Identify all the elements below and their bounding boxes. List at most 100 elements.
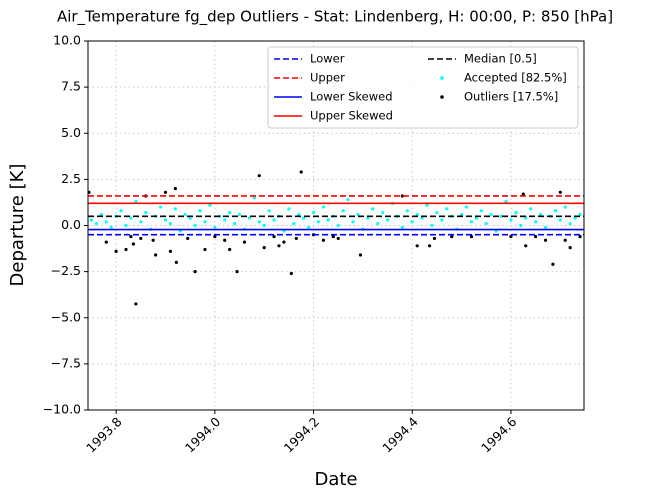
data-point xyxy=(450,234,454,239)
data-point xyxy=(321,238,326,242)
data-point xyxy=(109,225,113,229)
data-point xyxy=(183,212,187,217)
data-point xyxy=(385,218,390,222)
data-point xyxy=(440,218,444,222)
data-point xyxy=(316,220,321,224)
data-point xyxy=(425,203,429,207)
data-point xyxy=(277,244,281,248)
y-tick-label: −5.0 xyxy=(51,309,81,324)
data-point xyxy=(400,225,404,229)
data-point xyxy=(405,209,409,213)
data-point xyxy=(445,207,449,211)
x-tick-label: 1994.6 xyxy=(478,414,520,456)
data-point xyxy=(366,216,370,220)
data-point xyxy=(543,225,548,229)
data-point xyxy=(139,236,143,241)
data-point xyxy=(186,236,190,241)
data-point xyxy=(578,212,582,217)
data-point xyxy=(302,216,306,220)
data-point xyxy=(524,216,528,220)
legend-label: Upper xyxy=(310,71,345,85)
data-point xyxy=(287,207,291,211)
data-point xyxy=(358,253,363,257)
data-point xyxy=(272,234,276,239)
data-point xyxy=(203,220,207,224)
data-point xyxy=(163,190,168,194)
data-point xyxy=(321,205,326,209)
data-point xyxy=(551,262,555,266)
data-point xyxy=(484,222,488,226)
data-point xyxy=(331,234,335,239)
data-point xyxy=(168,222,173,226)
data-point xyxy=(568,246,572,250)
data-point xyxy=(247,216,251,220)
data-point xyxy=(237,212,242,217)
data-point xyxy=(252,196,256,200)
data-point xyxy=(198,209,202,213)
data-point xyxy=(381,210,385,215)
data-point xyxy=(573,216,577,220)
data-point xyxy=(297,212,301,217)
y-tick-label: −7.5 xyxy=(51,355,81,370)
data-point xyxy=(460,212,464,217)
data-point xyxy=(514,210,518,215)
data-point xyxy=(193,270,197,274)
data-point xyxy=(228,210,232,215)
data-point xyxy=(119,209,123,213)
data-point xyxy=(336,236,340,241)
data-point xyxy=(129,234,133,239)
data-point xyxy=(151,238,155,242)
data-point xyxy=(193,223,197,228)
data-point xyxy=(469,234,474,239)
data-point xyxy=(235,270,239,274)
data-point xyxy=(94,222,98,226)
data-point xyxy=(131,242,136,246)
data-point xyxy=(262,246,266,250)
data-point xyxy=(534,234,538,239)
data-point xyxy=(203,247,207,252)
data-point xyxy=(139,220,143,224)
data-point xyxy=(289,271,293,276)
data-point xyxy=(173,187,177,191)
data-point xyxy=(346,198,350,202)
data-point xyxy=(228,247,232,252)
data-point xyxy=(158,205,163,209)
data-point xyxy=(563,205,567,209)
data-point xyxy=(99,212,103,217)
data-point xyxy=(509,234,513,239)
data-point xyxy=(553,209,557,213)
data-point xyxy=(529,207,533,211)
data-point xyxy=(474,216,479,220)
data-point xyxy=(242,240,247,244)
y-tick-label: 5.0 xyxy=(61,125,81,140)
data-point xyxy=(410,220,414,224)
data-point xyxy=(282,240,286,244)
data-point xyxy=(534,220,538,224)
chart-title: Air_Temperature fg_dep Outliers - Stat: … xyxy=(57,8,613,27)
legend-handle xyxy=(440,95,444,99)
data-point xyxy=(272,218,276,222)
legend-handle xyxy=(440,76,444,80)
data-point xyxy=(134,199,138,204)
x-tick-label: 1994.4 xyxy=(379,414,421,456)
data-point xyxy=(168,249,173,253)
legend-box xyxy=(267,46,579,129)
data-point xyxy=(568,222,572,226)
data-point xyxy=(213,225,217,229)
data-point xyxy=(578,234,582,239)
data-point xyxy=(104,240,108,244)
data-point xyxy=(420,216,424,220)
data-point xyxy=(479,209,483,213)
data-point xyxy=(257,174,261,178)
x-tick-label: 1994.0 xyxy=(182,414,224,456)
data-point xyxy=(294,236,298,241)
data-point xyxy=(336,223,340,228)
data-point xyxy=(124,223,128,228)
data-point xyxy=(307,225,311,229)
data-point xyxy=(356,212,360,217)
data-point xyxy=(232,222,237,226)
data-point xyxy=(351,220,355,224)
data-point xyxy=(509,218,513,222)
data-point xyxy=(464,205,469,209)
